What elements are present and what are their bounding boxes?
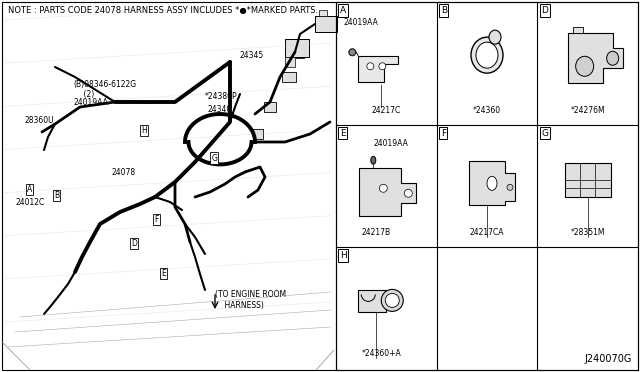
Bar [564, 163, 611, 197]
Ellipse shape [489, 30, 501, 44]
Text: D: D [131, 239, 138, 248]
Text: *24360+A: *24360+A [362, 349, 401, 358]
Ellipse shape [476, 42, 498, 68]
Text: F: F [441, 129, 446, 138]
Polygon shape [568, 33, 623, 83]
Text: 24012C: 24012C [16, 198, 45, 207]
Ellipse shape [607, 51, 619, 65]
Text: B: B [54, 191, 59, 200]
Text: 24340: 24340 [208, 105, 232, 114]
Ellipse shape [487, 176, 497, 190]
Ellipse shape [349, 49, 356, 56]
Ellipse shape [381, 289, 403, 311]
Ellipse shape [507, 185, 513, 190]
Text: 24217B: 24217B [362, 228, 391, 237]
Bar [285, 57, 295, 67]
Bar [288, 46, 304, 58]
Ellipse shape [404, 189, 412, 197]
Text: *24380P: *24380P [205, 92, 237, 101]
Text: 24019AA: 24019AA [344, 18, 379, 27]
Text: J240070G: J240070G [584, 354, 632, 364]
Text: 24217C: 24217C [372, 106, 401, 115]
Text: 24019AA: 24019AA [374, 138, 409, 148]
Text: H: H [340, 251, 347, 260]
Bar [285, 39, 309, 57]
Text: (TO ENGINE ROOM
    HARNESS): (TO ENGINE ROOM HARNESS) [215, 290, 286, 310]
Text: *28351M: *28351M [570, 228, 605, 237]
Ellipse shape [471, 37, 503, 73]
Ellipse shape [371, 156, 376, 164]
Text: 28360U: 28360U [24, 116, 54, 125]
Bar [264, 102, 276, 112]
Text: G: G [541, 129, 548, 138]
Text: F: F [155, 215, 159, 224]
Text: NOTE : PARTS CODE 24078 HARNESS ASSY INCLUDES *●*MARKED PARTS.: NOTE : PARTS CODE 24078 HARNESS ASSY INC… [8, 6, 318, 15]
Ellipse shape [379, 63, 386, 70]
Text: B: B [441, 6, 447, 15]
Bar [315, 16, 337, 32]
Text: E: E [161, 269, 166, 278]
Text: *24360: *24360 [473, 106, 501, 115]
Text: 24019AA: 24019AA [74, 98, 108, 107]
Bar [358, 291, 387, 312]
Text: G: G [211, 154, 218, 163]
Polygon shape [358, 56, 398, 82]
Text: *24276M: *24276M [570, 106, 605, 115]
Bar [319, 10, 327, 16]
Text: H: H [141, 126, 147, 135]
Ellipse shape [385, 294, 399, 307]
Bar [282, 72, 296, 82]
Ellipse shape [367, 63, 374, 70]
Text: (B)08346-6122G
    (2): (B)08346-6122G (2) [74, 80, 137, 99]
Ellipse shape [380, 184, 387, 192]
Polygon shape [359, 168, 416, 216]
Polygon shape [469, 161, 515, 205]
Text: A: A [27, 185, 32, 194]
Text: E: E [340, 129, 346, 138]
Text: 24078: 24078 [112, 169, 136, 177]
Text: D: D [541, 6, 548, 15]
Text: 24345: 24345 [240, 51, 264, 60]
Bar [573, 27, 582, 33]
Text: A: A [340, 6, 346, 15]
Text: 24217CA: 24217CA [470, 228, 504, 237]
Ellipse shape [575, 56, 594, 76]
Bar [253, 129, 263, 139]
